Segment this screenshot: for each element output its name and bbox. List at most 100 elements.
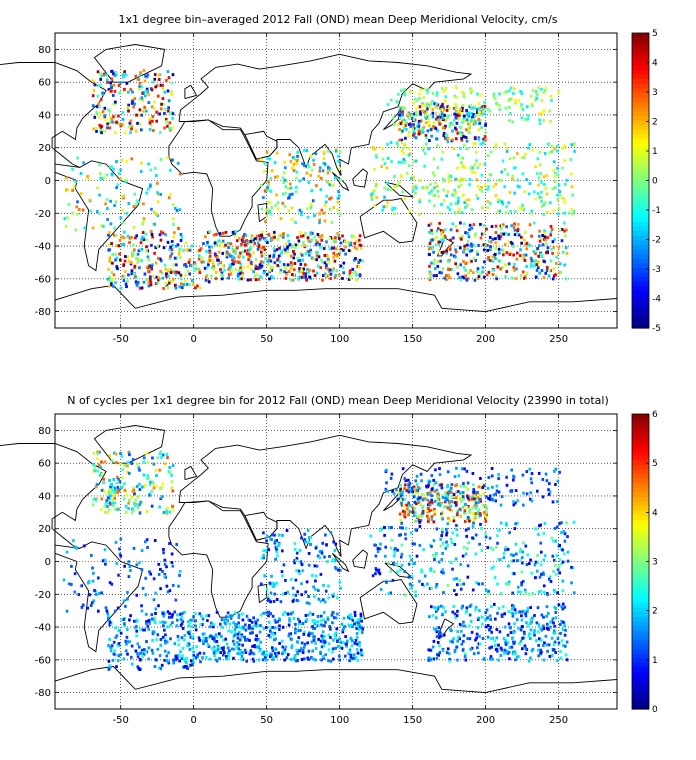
data-cell	[555, 261, 558, 265]
data-cell	[440, 112, 444, 116]
data-cell	[328, 169, 332, 173]
data-cell	[454, 250, 458, 254]
data-cell	[296, 150, 300, 154]
data-cell	[438, 221, 441, 225]
data-cell	[407, 117, 411, 120]
data-cell	[492, 92, 496, 96]
data-cell	[507, 580, 511, 584]
data-cell	[107, 88, 111, 91]
data-cell	[157, 604, 160, 608]
data-cell	[265, 611, 268, 615]
data-cell	[547, 643, 551, 647]
data-cell	[108, 275, 112, 279]
data-cell	[283, 265, 287, 269]
data-cell	[296, 236, 299, 240]
data-cell	[481, 637, 485, 640]
data-cell	[99, 172, 102, 176]
data-cell	[126, 652, 129, 656]
data-cell	[359, 612, 363, 616]
data-cell	[309, 206, 313, 210]
data-cell	[255, 634, 258, 638]
data-cell	[238, 649, 242, 653]
data-cell	[472, 142, 476, 146]
data-cell	[326, 267, 329, 271]
data-cell	[466, 637, 470, 641]
data-cell	[299, 560, 303, 564]
data-cell	[525, 247, 529, 251]
data-cell	[257, 646, 261, 650]
data-cell	[312, 162, 316, 166]
data-cell	[255, 265, 258, 269]
data-cell	[550, 144, 554, 148]
data-cell	[543, 182, 546, 186]
chart-title: N of cycles per 1x1 degree bin for 2012 …	[67, 394, 608, 407]
data-cell	[523, 588, 527, 592]
data-cell	[533, 98, 537, 102]
data-cell	[317, 234, 321, 238]
coastline	[257, 583, 268, 604]
colorbar-segment	[632, 556, 649, 563]
data-cell	[117, 477, 120, 481]
data-cell	[530, 481, 534, 485]
data-cell	[504, 211, 508, 215]
data-cell	[266, 599, 270, 603]
data-cell	[307, 657, 310, 661]
data-cell	[527, 114, 530, 118]
data-cell	[334, 542, 338, 546]
data-cell	[413, 112, 416, 116]
data-cell	[418, 486, 421, 490]
data-cell	[455, 121, 459, 125]
data-cell	[430, 487, 434, 491]
data-cell	[512, 265, 516, 269]
data-cell	[371, 191, 375, 195]
data-cell	[108, 497, 112, 501]
data-cell	[170, 240, 174, 243]
data-cell	[281, 639, 284, 643]
data-cell	[529, 491, 533, 495]
data-cell	[474, 512, 477, 516]
data-cell	[412, 485, 416, 489]
data-cell	[483, 104, 487, 108]
data-cell	[384, 545, 388, 549]
data-cell	[432, 274, 436, 278]
data-cell	[159, 158, 163, 161]
data-cell	[180, 282, 183, 286]
data-cell	[248, 619, 252, 622]
data-cell	[209, 634, 212, 638]
data-cell	[341, 277, 344, 280]
data-cell	[403, 143, 407, 147]
data-cell	[138, 81, 142, 85]
data-cell	[408, 209, 411, 213]
data-cell	[392, 561, 395, 565]
data-cell	[155, 275, 159, 279]
data-cell	[112, 652, 116, 656]
data-cell	[565, 521, 568, 525]
data-cell	[113, 90, 117, 93]
data-cell	[259, 246, 263, 250]
data-cell	[167, 274, 170, 278]
data-cell	[385, 181, 389, 185]
data-cell	[538, 195, 542, 199]
data-cell	[294, 243, 297, 247]
data-cell	[170, 473, 173, 477]
data-cell	[97, 591, 101, 595]
data-cell	[293, 262, 297, 265]
data-cell	[276, 620, 279, 624]
data-cell	[402, 504, 406, 507]
data-cell	[345, 644, 348, 648]
data-cell	[271, 646, 274, 650]
data-cell	[127, 109, 130, 113]
data-cell	[75, 546, 78, 550]
data-cell	[154, 166, 157, 170]
data-cell	[373, 204, 376, 208]
data-cell	[414, 491, 418, 495]
data-cell	[557, 245, 561, 249]
data-cell	[520, 241, 523, 245]
data-cell	[454, 255, 457, 259]
data-cell	[402, 118, 405, 122]
x-tick-label: 100	[330, 715, 349, 726]
colorbar-tick-label: 3	[652, 558, 658, 568]
data-cell	[512, 553, 515, 557]
data-cell	[107, 508, 111, 512]
data-cell	[469, 91, 473, 94]
